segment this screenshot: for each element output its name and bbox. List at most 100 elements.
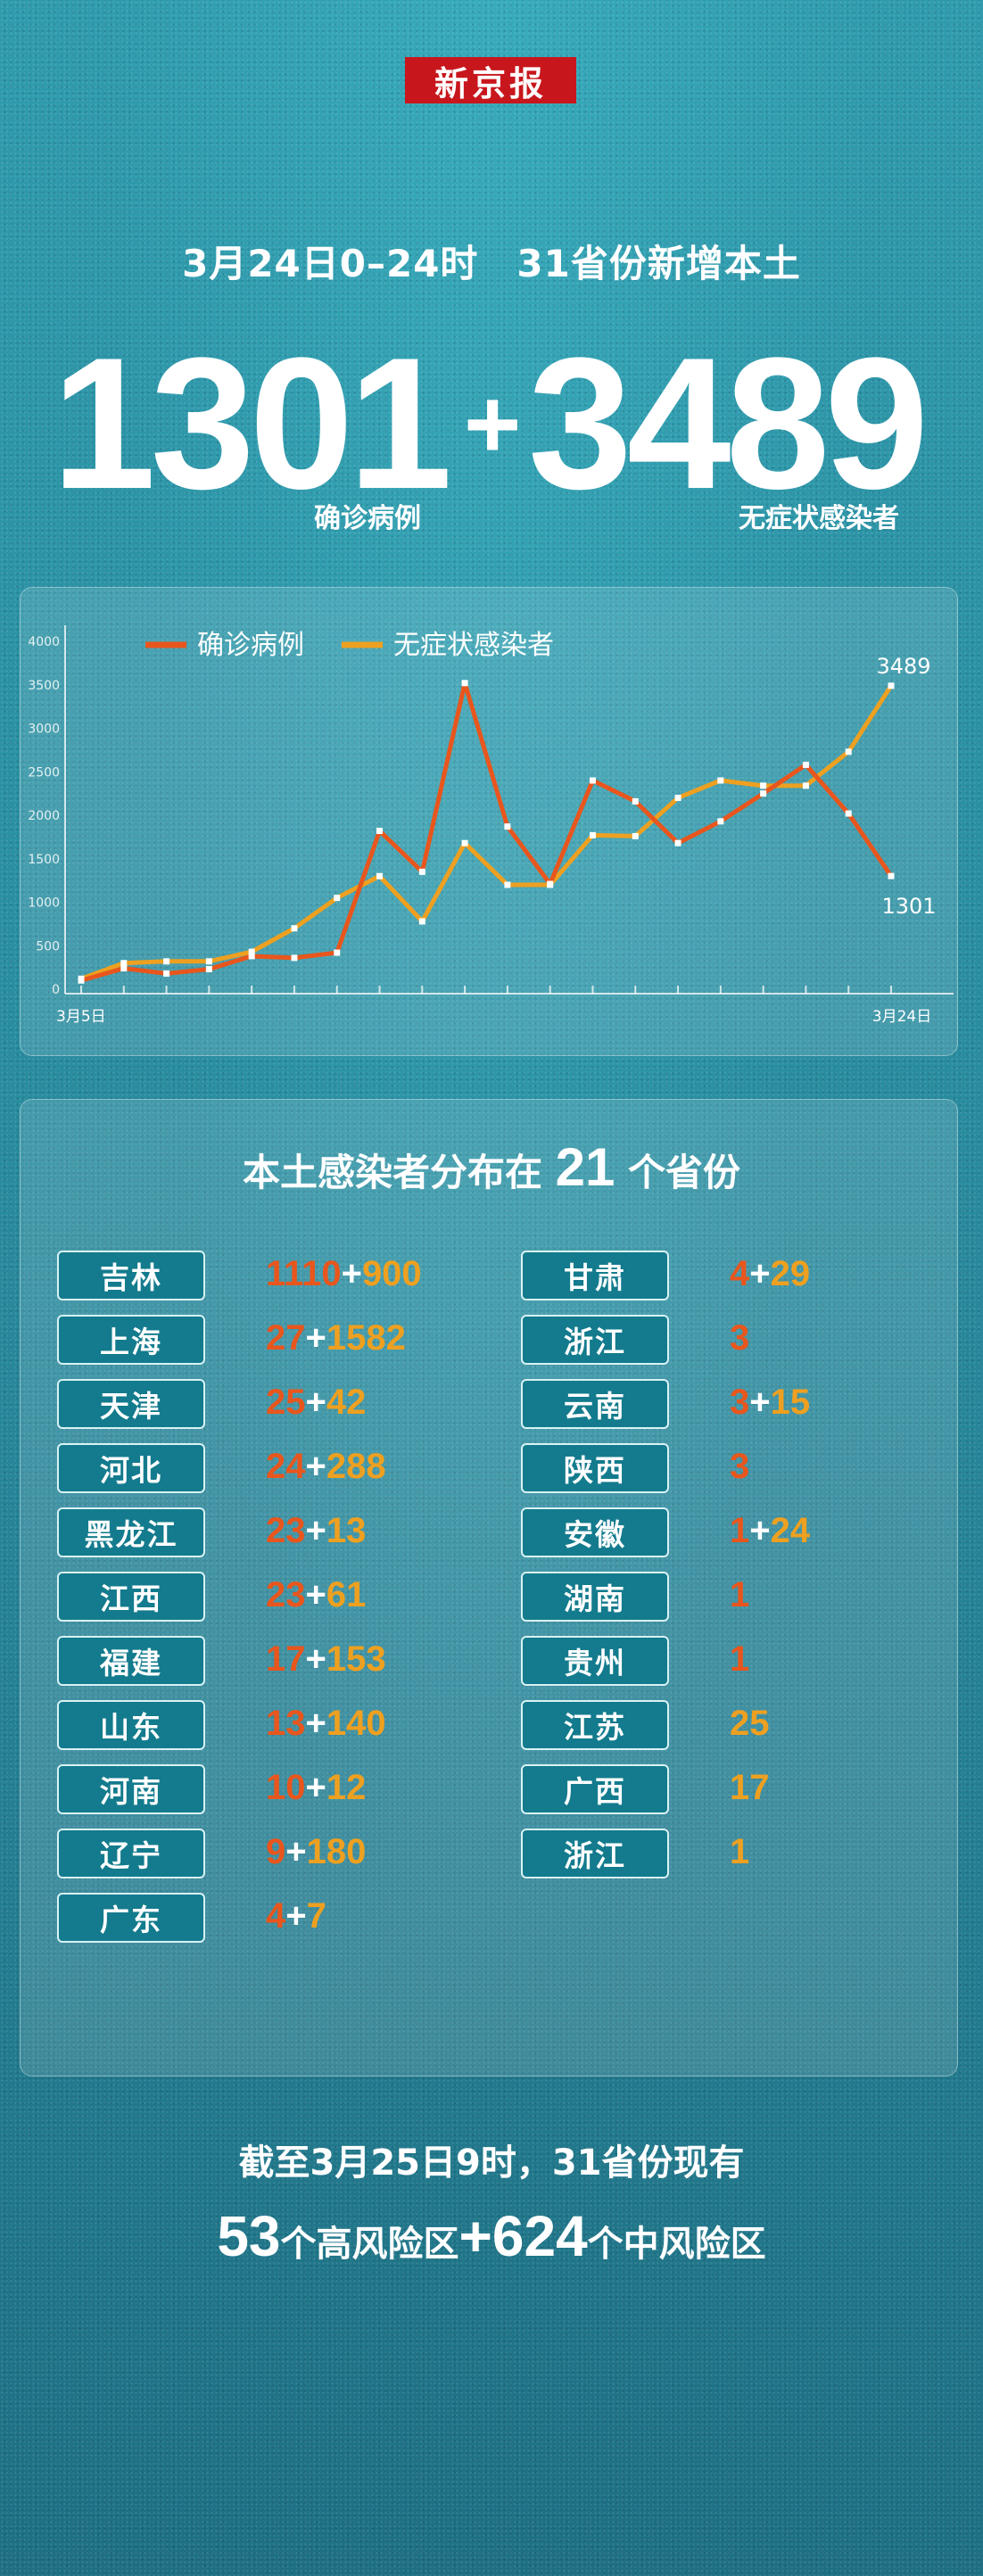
plus-sign: + bbox=[305, 1383, 326, 1422]
asymptomatic-count: 180 bbox=[306, 1832, 367, 1871]
asymptomatic-count: 153 bbox=[326, 1639, 386, 1679]
confirmed-count: 1 bbox=[730, 1639, 750, 1679]
data-point-asymptomatic bbox=[291, 925, 298, 932]
province-count: 23+61 bbox=[266, 1572, 366, 1618]
asymptomatic-label: 无症状感染者 bbox=[739, 503, 899, 534]
data-point-confirmed bbox=[248, 953, 255, 960]
province-label: 江苏 bbox=[521, 1700, 669, 1750]
confirmed-number: 1301 bbox=[52, 318, 452, 528]
y-tick-label: 2000 bbox=[28, 809, 60, 823]
y-tick-label: 1000 bbox=[28, 896, 60, 911]
plus-sign: + bbox=[305, 1704, 326, 1743]
plus-sign: + bbox=[464, 369, 522, 479]
distribution-title-suffix: 个省份 bbox=[628, 1151, 741, 1194]
plus-sign: + bbox=[305, 1768, 326, 1807]
data-point-asymptomatic bbox=[845, 748, 852, 755]
confirmed-count: 1110 bbox=[266, 1254, 342, 1293]
line-chart: 0 500 1000 1500 2000 2500 3000 3500 4000 3月5日 3月24… bbox=[28, 625, 954, 1026]
province-label: 湖南 bbox=[521, 1572, 669, 1622]
plus-sign: + bbox=[749, 1383, 771, 1422]
province-label: 河南 bbox=[57, 1764, 205, 1814]
province-count: 1 bbox=[730, 1829, 749, 1875]
province-count: 4+29 bbox=[730, 1251, 810, 1297]
confirmed-label: 确诊病例 bbox=[314, 503, 421, 534]
province-label: 福建 bbox=[57, 1636, 205, 1686]
confirmed-count: 23 bbox=[266, 1511, 306, 1550]
end-label-confirmed: 1301 bbox=[881, 894, 936, 919]
data-point-asymptomatic bbox=[205, 958, 212, 965]
mid-risk-count: 624 bbox=[492, 2204, 588, 2268]
end-label-asymptomatic: 3489 bbox=[876, 654, 930, 679]
province-count: 1 bbox=[730, 1572, 749, 1618]
plus-sign: + bbox=[749, 1511, 771, 1550]
y-tick-label: 3000 bbox=[28, 722, 60, 737]
data-point-asymptomatic bbox=[418, 918, 425, 925]
province-label: 安徽 bbox=[521, 1507, 669, 1557]
data-point-asymptomatic bbox=[163, 958, 170, 965]
plus-sign: + bbox=[749, 1254, 771, 1293]
data-point-confirmed bbox=[717, 818, 724, 825]
confirmed-count: 3 bbox=[730, 1383, 750, 1422]
y-tick-label: 500 bbox=[36, 939, 60, 954]
plus-sign: + bbox=[305, 1318, 326, 1358]
province-count: 23+13 bbox=[266, 1507, 366, 1554]
province-count: 10+12 bbox=[266, 1764, 366, 1811]
province-count: 25 bbox=[730, 1700, 770, 1746]
province-count: 27+1582 bbox=[266, 1315, 406, 1361]
plus-sign: + bbox=[285, 1832, 307, 1871]
series-line-asymptomatic bbox=[78, 683, 894, 981]
confirmed-count: 17 bbox=[266, 1639, 306, 1679]
asymptomatic-count: 24 bbox=[770, 1511, 811, 1550]
high-risk-count: 53 bbox=[217, 2204, 281, 2268]
y-tick-label: 4000 bbox=[28, 635, 60, 649]
asymptomatic-count: 25 bbox=[730, 1704, 770, 1743]
asymptomatic-count: 15 bbox=[770, 1383, 811, 1422]
province-label: 云南 bbox=[521, 1379, 669, 1429]
distribution-title-number: 21 bbox=[555, 1137, 615, 1197]
asymptomatic-count: 61 bbox=[326, 1575, 367, 1614]
plus-sign: + bbox=[305, 1511, 326, 1550]
data-point-asymptomatic bbox=[504, 881, 511, 888]
confirmed-count: 1 bbox=[730, 1511, 750, 1550]
plus-sign: + bbox=[305, 1575, 326, 1614]
asymptomatic-count: 29 bbox=[770, 1254, 811, 1293]
confirmed-count: 3 bbox=[730, 1318, 750, 1358]
y-tick-label: 2500 bbox=[28, 765, 60, 780]
province-label: 黑龙江 bbox=[57, 1507, 205, 1557]
footer-line2: 53个高风险区+624个中风险区 bbox=[0, 2203, 983, 2269]
confirmed-count: 25 bbox=[266, 1383, 306, 1422]
data-point-asymptomatic bbox=[376, 872, 384, 879]
province-label: 浙江 bbox=[521, 1829, 669, 1878]
confirmed-count: 3 bbox=[730, 1447, 750, 1486]
province-label: 浙江 bbox=[521, 1315, 669, 1365]
province-label: 天津 bbox=[57, 1379, 205, 1429]
data-point-confirmed bbox=[760, 790, 767, 797]
data-point-confirmed bbox=[632, 797, 639, 805]
data-point-asymptomatic bbox=[589, 831, 596, 838]
data-point-confirmed bbox=[291, 954, 298, 962]
data-point-confirmed bbox=[418, 868, 425, 875]
distribution-title: 本土感染者分布在 21 个省份 bbox=[0, 1136, 983, 1198]
asymptomatic-number: 3489 bbox=[528, 318, 929, 528]
confirmed-count: 24 bbox=[266, 1447, 306, 1486]
confirmed-count: 1 bbox=[730, 1575, 750, 1614]
data-point-confirmed bbox=[376, 828, 384, 835]
plus-sign: + bbox=[305, 1639, 326, 1679]
province-count: 1 bbox=[730, 1636, 749, 1682]
province-label: 陕西 bbox=[521, 1443, 669, 1493]
data-point-asymptomatic bbox=[461, 839, 468, 846]
asymptomatic-count: 12 bbox=[326, 1768, 367, 1807]
confirmed-count: 9 bbox=[266, 1832, 286, 1871]
data-point-confirmed bbox=[504, 823, 511, 830]
legend-label: 无症状感染者 bbox=[393, 630, 554, 661]
data-point-confirmed bbox=[205, 966, 212, 973]
province-label: 贵州 bbox=[521, 1636, 669, 1686]
asymptomatic-count: 288 bbox=[326, 1447, 386, 1486]
asymptomatic-count: 7 bbox=[306, 1896, 326, 1936]
series-line-confirmed bbox=[78, 681, 894, 983]
province-label: 河北 bbox=[57, 1443, 205, 1493]
distribution-title-prefix: 本土感染者分布在 bbox=[242, 1151, 542, 1194]
province-label: 广西 bbox=[521, 1764, 669, 1814]
asymptomatic-count: 13 bbox=[326, 1511, 367, 1550]
asymptomatic-count: 17 bbox=[730, 1768, 770, 1807]
